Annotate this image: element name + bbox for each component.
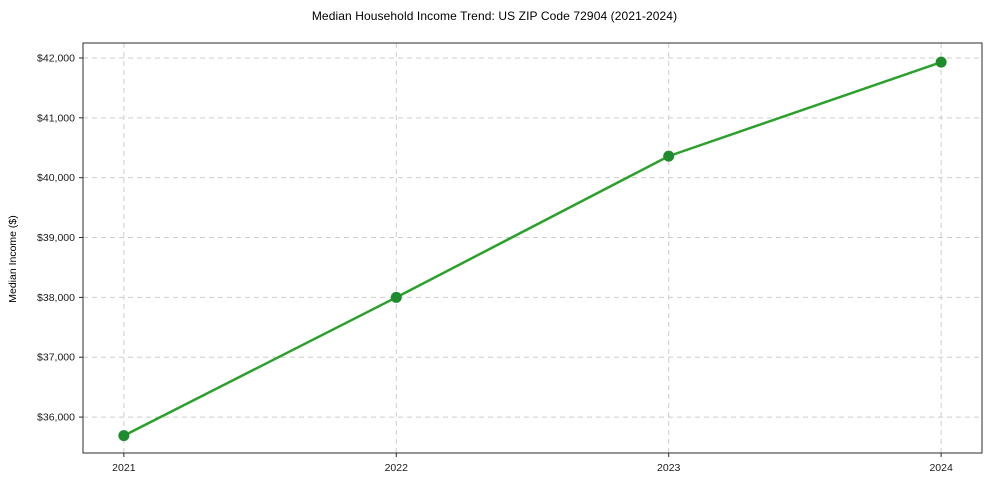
- chart-title: Median Household Income Trend: US ZIP Co…: [311, 9, 678, 23]
- data-point-2023: [663, 150, 675, 162]
- y-tick-label: $42,000: [37, 52, 75, 64]
- y-tick-label: $37,000: [37, 352, 75, 364]
- x-tick-label: 2023: [657, 462, 681, 474]
- trend-line: [122, 60, 943, 437]
- y-tick-label: $38,000: [37, 292, 75, 304]
- data-point-2021: [118, 430, 130, 442]
- x-tick-label: 2024: [929, 462, 953, 474]
- plot-border: [82, 42, 983, 454]
- data-point-2022: [390, 291, 402, 303]
- y-axis-title: Median Income ($): [7, 215, 19, 303]
- x-tick-label: 2022: [385, 462, 409, 474]
- y-tick-label: $40,000: [37, 172, 75, 184]
- y-tick-label: $39,000: [37, 232, 75, 244]
- data-point-2024: [935, 56, 947, 68]
- y-tick-label: $41,000: [37, 112, 75, 124]
- y-tick-label: $36,000: [37, 412, 75, 424]
- x-tick-label: 2021: [112, 462, 136, 474]
